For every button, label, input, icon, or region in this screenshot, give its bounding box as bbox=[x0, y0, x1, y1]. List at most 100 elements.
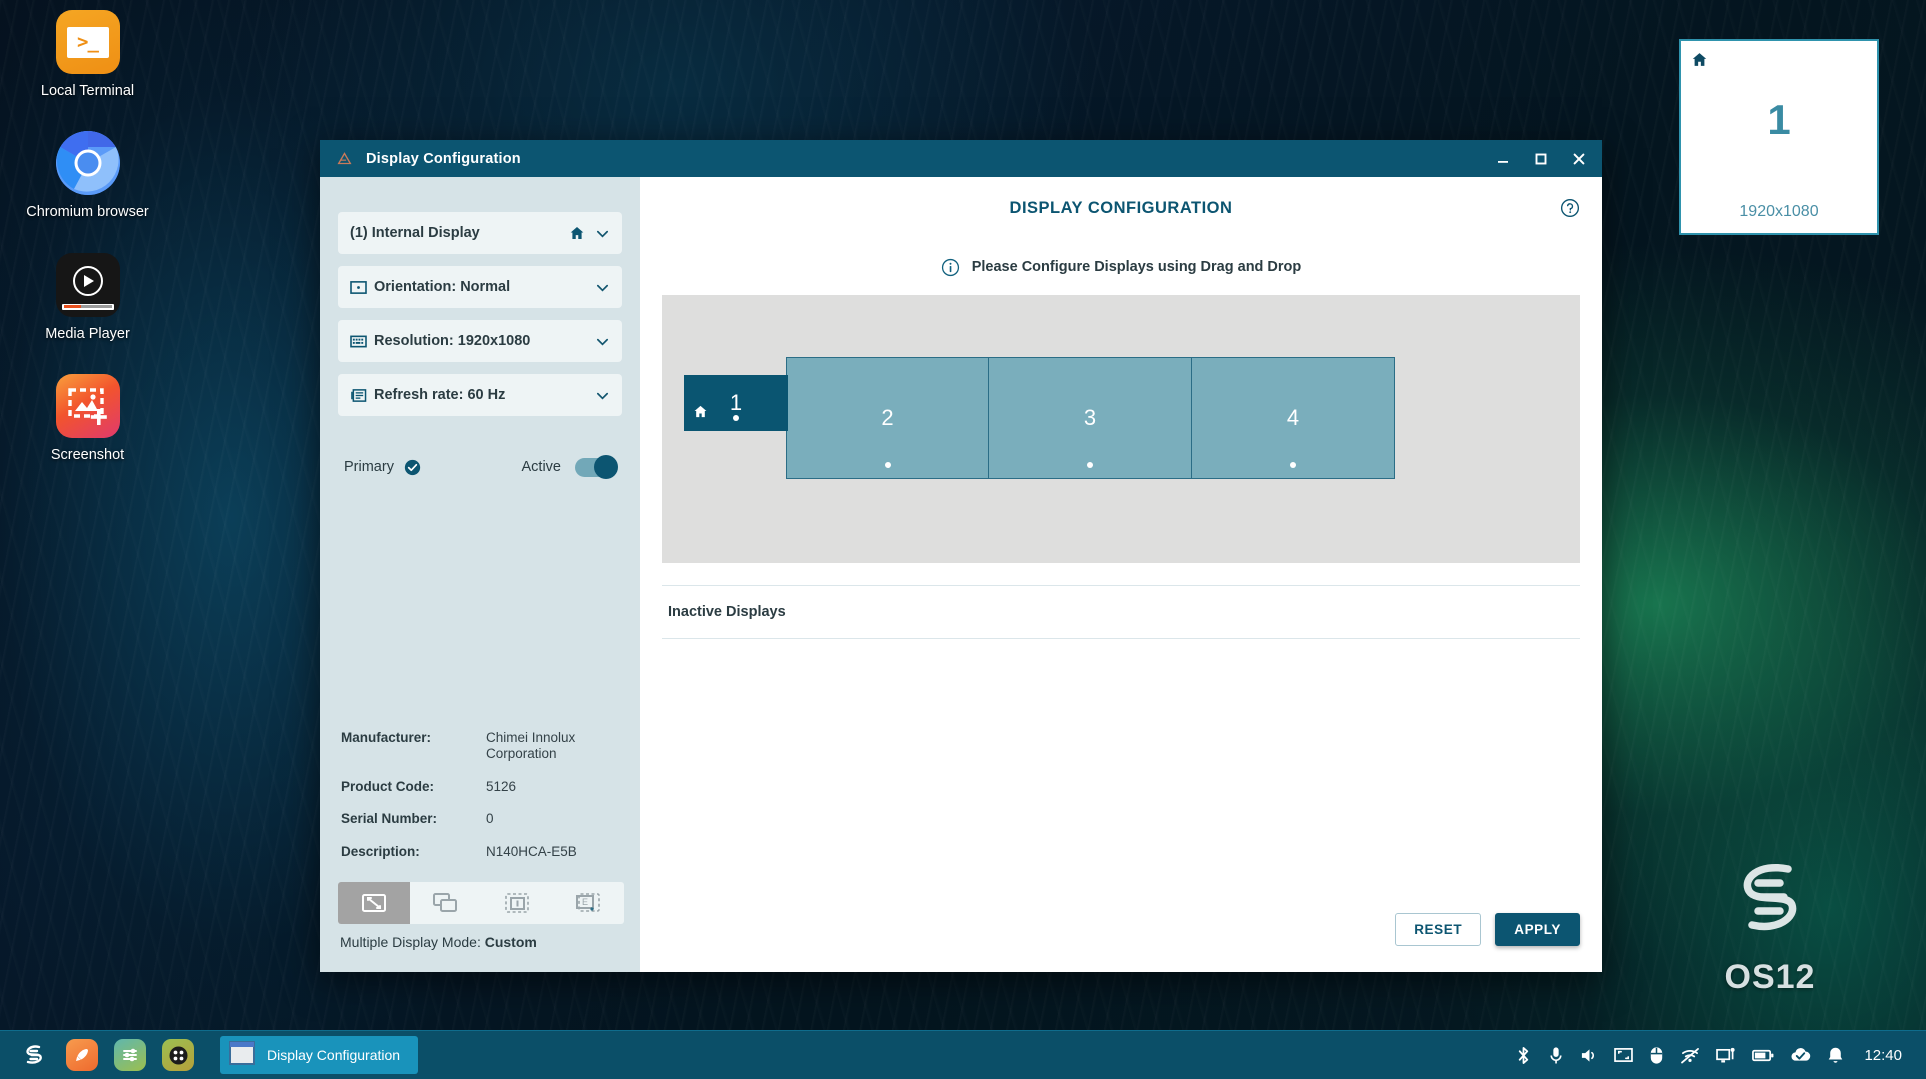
chromium-icon bbox=[55, 131, 120, 196]
resolution-combo[interactable]: Resolution: 1920x1080 bbox=[338, 320, 622, 362]
monitor-handle-dot bbox=[733, 415, 739, 421]
minimize-icon[interactable] bbox=[1484, 141, 1522, 177]
refresh-rate-label: Refresh rate: 60 Hz bbox=[374, 387, 506, 403]
os-logo-icon bbox=[1743, 864, 1797, 931]
monitor-4[interactable]: 4 bbox=[1191, 357, 1395, 479]
volume-icon[interactable] bbox=[1580, 1047, 1598, 1064]
resolution-icon bbox=[350, 334, 374, 349]
desktop-icon-media-player[interactable]: Media Player bbox=[13, 252, 163, 343]
cloud-check-icon[interactable] bbox=[1790, 1047, 1811, 1063]
monitor-2[interactable]: 2 bbox=[786, 357, 989, 479]
multiple-display-mode-caption: Multiple Display Mode: Custom bbox=[338, 934, 622, 972]
reset-button[interactable]: RESET bbox=[1395, 913, 1482, 946]
display-arrangement-canvas[interactable]: 1 2 3 4 bbox=[662, 295, 1580, 563]
taskbar-window-label: Display Configuration bbox=[267, 1047, 401, 1063]
info-row: Product Code: 5126 bbox=[338, 779, 622, 795]
orientation-combo[interactable]: Orientation: Normal bbox=[338, 266, 622, 308]
window-titlebar: Display Configuration bbox=[320, 140, 1602, 177]
maximize-icon[interactable] bbox=[1522, 141, 1560, 177]
divider bbox=[662, 585, 1580, 586]
monitor-number: 4 bbox=[1286, 405, 1300, 430]
home-icon bbox=[1691, 51, 1708, 73]
settings-sliders-icon[interactable] bbox=[106, 1033, 154, 1077]
svg-text:E: E bbox=[582, 897, 588, 907]
monitor-3[interactable]: 3 bbox=[988, 357, 1192, 479]
mouse-icon[interactable] bbox=[1649, 1046, 1664, 1065]
info-key: Description: bbox=[341, 843, 420, 859]
close-icon[interactable] bbox=[1560, 141, 1598, 177]
wifi-off-icon[interactable] bbox=[1680, 1047, 1700, 1064]
window-icon bbox=[229, 1040, 255, 1070]
info-row: Serial Number: 0 bbox=[338, 811, 622, 827]
single-mode-button[interactable] bbox=[481, 882, 553, 924]
drag-drop-hint-text: Please Configure Displays using Drag and… bbox=[971, 259, 1302, 275]
app-grid-icon[interactable] bbox=[154, 1033, 202, 1077]
page-title: DISPLAY CONFIGURATION bbox=[1009, 198, 1233, 217]
monitor-handle-dot bbox=[884, 462, 891, 468]
os-menu-icon[interactable] bbox=[10, 1033, 58, 1077]
active-toggle[interactable] bbox=[575, 455, 618, 479]
orientation-label: Orientation: Normal bbox=[374, 279, 511, 295]
rocket-launcher-icon[interactable] bbox=[58, 1033, 106, 1077]
monitor-number: 3 bbox=[1083, 405, 1097, 430]
panel-header: DISPLAY CONFIGURATION bbox=[662, 177, 1580, 239]
desktop-icon-label: Screenshot bbox=[50, 447, 125, 464]
taskbar: Display Configuration bbox=[0, 1030, 1926, 1079]
info-key: Serial Number: bbox=[341, 811, 438, 827]
app-icon bbox=[334, 150, 354, 168]
divider bbox=[662, 638, 1580, 639]
home-icon bbox=[569, 225, 585, 241]
help-circle-icon[interactable] bbox=[1560, 198, 1580, 218]
chevron-down-icon bbox=[595, 280, 610, 295]
chevron-down-icon bbox=[595, 334, 610, 349]
apply-button[interactable]: APPLY bbox=[1495, 913, 1580, 946]
display-selector-label: (1) Internal Display bbox=[350, 225, 480, 241]
microphone-icon[interactable] bbox=[1548, 1046, 1564, 1065]
home-icon bbox=[693, 404, 708, 419]
mode-caption-prefix: Multiple Display Mode: bbox=[340, 934, 485, 950]
desktop-icon-local-terminal[interactable]: >_ Local Terminal bbox=[13, 10, 163, 100]
extend-mode-button[interactable]: E bbox=[553, 882, 625, 924]
display-info-table: Manufacturer: Chimei Innolux Corporation… bbox=[338, 730, 622, 860]
bell-icon[interactable] bbox=[1827, 1046, 1844, 1065]
taskbar-window-display-configuration[interactable]: Display Configuration bbox=[220, 1036, 419, 1074]
refresh-rate-icon bbox=[350, 388, 374, 403]
chevron-down-icon bbox=[595, 388, 610, 403]
display-settings-sidebar: (1) Internal Display Orientat bbox=[320, 177, 640, 972]
inactive-displays-title: Inactive Displays bbox=[668, 604, 786, 620]
display-badge-number: 1 bbox=[1767, 96, 1791, 143]
battery-icon[interactable] bbox=[1752, 1049, 1774, 1062]
info-value: Chimei Innolux Corporation bbox=[486, 729, 576, 762]
custom-mode-button[interactable] bbox=[338, 882, 410, 924]
monitor-number: 2 bbox=[881, 405, 894, 430]
desktop-icon-screenshot[interactable]: Screenshot bbox=[13, 374, 163, 464]
check-circle-icon[interactable] bbox=[404, 459, 421, 476]
taskbar-clock[interactable]: 12:40 bbox=[1864, 1046, 1902, 1064]
display-icon[interactable] bbox=[1614, 1047, 1634, 1063]
refresh-rate-combo[interactable]: Refresh rate: 60 Hz bbox=[338, 374, 622, 416]
desktop-icon-label: Chromium browser bbox=[26, 204, 149, 221]
active-label: Active bbox=[521, 459, 562, 475]
window-title: Display Configuration bbox=[366, 150, 521, 167]
desktop-icon-list: >_ Local Terminal Chromium browser Media… bbox=[0, 10, 175, 465]
resolution-label: Resolution: 1920x1080 bbox=[374, 333, 531, 349]
desktop-icon-label: Local Terminal bbox=[40, 83, 135, 99]
os-logo-text: OS12 bbox=[1724, 958, 1816, 996]
monitor-handle-dot bbox=[1290, 462, 1296, 468]
display-badge-resolution: 1920x1080 bbox=[1739, 203, 1819, 220]
screenshot-icon bbox=[55, 374, 120, 439]
terminal-icon: >_ bbox=[55, 10, 120, 74]
info-row: Description: N140HCA-E5B bbox=[338, 844, 622, 860]
display-selector-combo[interactable]: (1) Internal Display bbox=[338, 212, 622, 254]
bluetooth-icon[interactable] bbox=[1515, 1046, 1532, 1065]
desktop-icon-chromium-browser[interactable]: Chromium browser bbox=[13, 131, 163, 221]
info-value: 5126 bbox=[486, 778, 517, 794]
clone-mode-button[interactable] bbox=[410, 882, 482, 924]
display-configuration-window: Display Configuration (1) Internal Displ… bbox=[320, 140, 1602, 972]
monitor-1[interactable]: 1 bbox=[684, 375, 788, 431]
info-value: N140HCA-E5B bbox=[486, 843, 577, 859]
orientation-icon bbox=[350, 280, 374, 295]
monitor-number: 1 bbox=[729, 390, 743, 415]
network-icon[interactable] bbox=[1716, 1047, 1736, 1064]
info-key: Product Code: bbox=[341, 778, 434, 794]
